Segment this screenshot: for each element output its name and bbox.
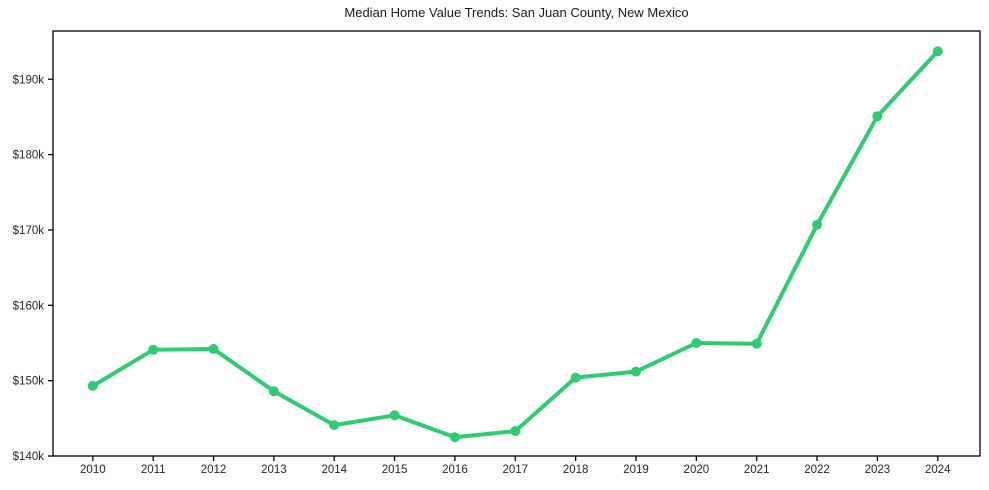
x-tick-label: 2019 bbox=[623, 464, 649, 476]
x-tick-label: 2010 bbox=[80, 464, 106, 476]
data-point bbox=[449, 432, 460, 443]
x-tick-label: 2020 bbox=[684, 464, 710, 476]
x-tick-label: 2011 bbox=[141, 464, 166, 476]
x-tick-label: 2014 bbox=[321, 464, 347, 476]
y-tick-label: $150k bbox=[13, 376, 45, 388]
data-point bbox=[329, 420, 340, 431]
data-point bbox=[87, 380, 98, 391]
y-tick-label: $170k bbox=[13, 225, 45, 237]
data-point bbox=[932, 46, 943, 57]
x-tick-label: 2022 bbox=[804, 464, 830, 476]
chart-title: Median Home Value Trends: San Juan Count… bbox=[344, 5, 689, 20]
x-tick-label: 2023 bbox=[865, 464, 891, 476]
data-point bbox=[389, 410, 400, 421]
x-tick-label: 2013 bbox=[261, 464, 287, 476]
data-point bbox=[691, 338, 702, 348]
y-tick-label: $160k bbox=[13, 300, 45, 312]
y-tick-label: $180k bbox=[13, 150, 45, 162]
y-tick-label: $190k bbox=[13, 74, 45, 86]
data-point bbox=[751, 338, 762, 349]
data-point bbox=[812, 219, 823, 230]
data-point bbox=[268, 386, 279, 397]
data-point bbox=[148, 344, 159, 355]
plot-border bbox=[52, 30, 981, 457]
trend-line bbox=[90, 49, 940, 440]
y-tick-label: $140k bbox=[13, 451, 45, 463]
x-tick-label: 2012 bbox=[201, 464, 227, 476]
data-point bbox=[631, 366, 641, 377]
x-tick-label: 2017 bbox=[502, 464, 528, 476]
x-tick-label: 2024 bbox=[925, 464, 951, 476]
x-tick-label: 2016 bbox=[442, 464, 468, 476]
data-point bbox=[208, 344, 219, 354]
data-point bbox=[570, 372, 581, 383]
x-tick-label: 2021 bbox=[744, 464, 770, 476]
x-tick-label: 2015 bbox=[382, 464, 408, 476]
data-point bbox=[872, 111, 883, 122]
x-tick-label: 2018 bbox=[563, 464, 589, 476]
data-point bbox=[510, 426, 521, 437]
